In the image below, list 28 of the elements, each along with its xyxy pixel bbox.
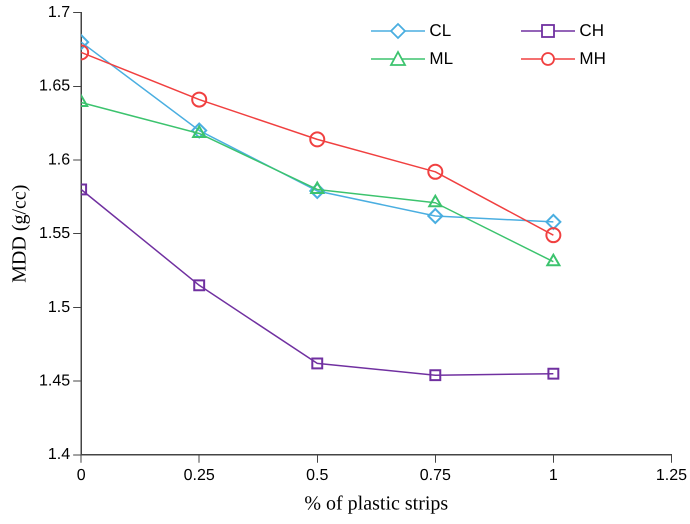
y-tick-label: 1.45 <box>39 372 70 390</box>
legend-label: CH <box>579 20 604 41</box>
point <box>427 208 444 224</box>
x-tick-label: 0 <box>76 466 86 484</box>
y-tick-label: 1.5 <box>48 298 70 316</box>
point <box>545 214 562 230</box>
x-tick-label: 1 <box>548 466 558 484</box>
x-tick-label: 0.75 <box>420 466 451 484</box>
y-axis-title: MDD (g/cc) <box>8 184 30 283</box>
y-tick-label: 1.4 <box>48 446 70 464</box>
legend-label: ML <box>429 48 454 69</box>
y-tick-label: 1.6 <box>48 151 70 168</box>
x-tick-label: 0.5 <box>306 466 328 484</box>
x-axis-title: % of plastic strips <box>304 492 448 514</box>
point <box>309 131 326 148</box>
y-tick-label: 1.55 <box>39 225 70 242</box>
point <box>547 368 560 380</box>
x-tick-label: 0.25 <box>184 466 215 484</box>
point <box>309 182 326 199</box>
point <box>311 357 324 370</box>
point <box>427 164 444 180</box>
y-tick-label: 1.65 <box>39 78 70 95</box>
legend-label: CL <box>429 20 452 41</box>
legend-label: MH <box>579 48 606 69</box>
y-tick-label: 1.7 <box>48 4 70 22</box>
point <box>429 369 442 382</box>
point <box>545 227 562 244</box>
x-tick-label: 1.25 <box>656 466 688 484</box>
